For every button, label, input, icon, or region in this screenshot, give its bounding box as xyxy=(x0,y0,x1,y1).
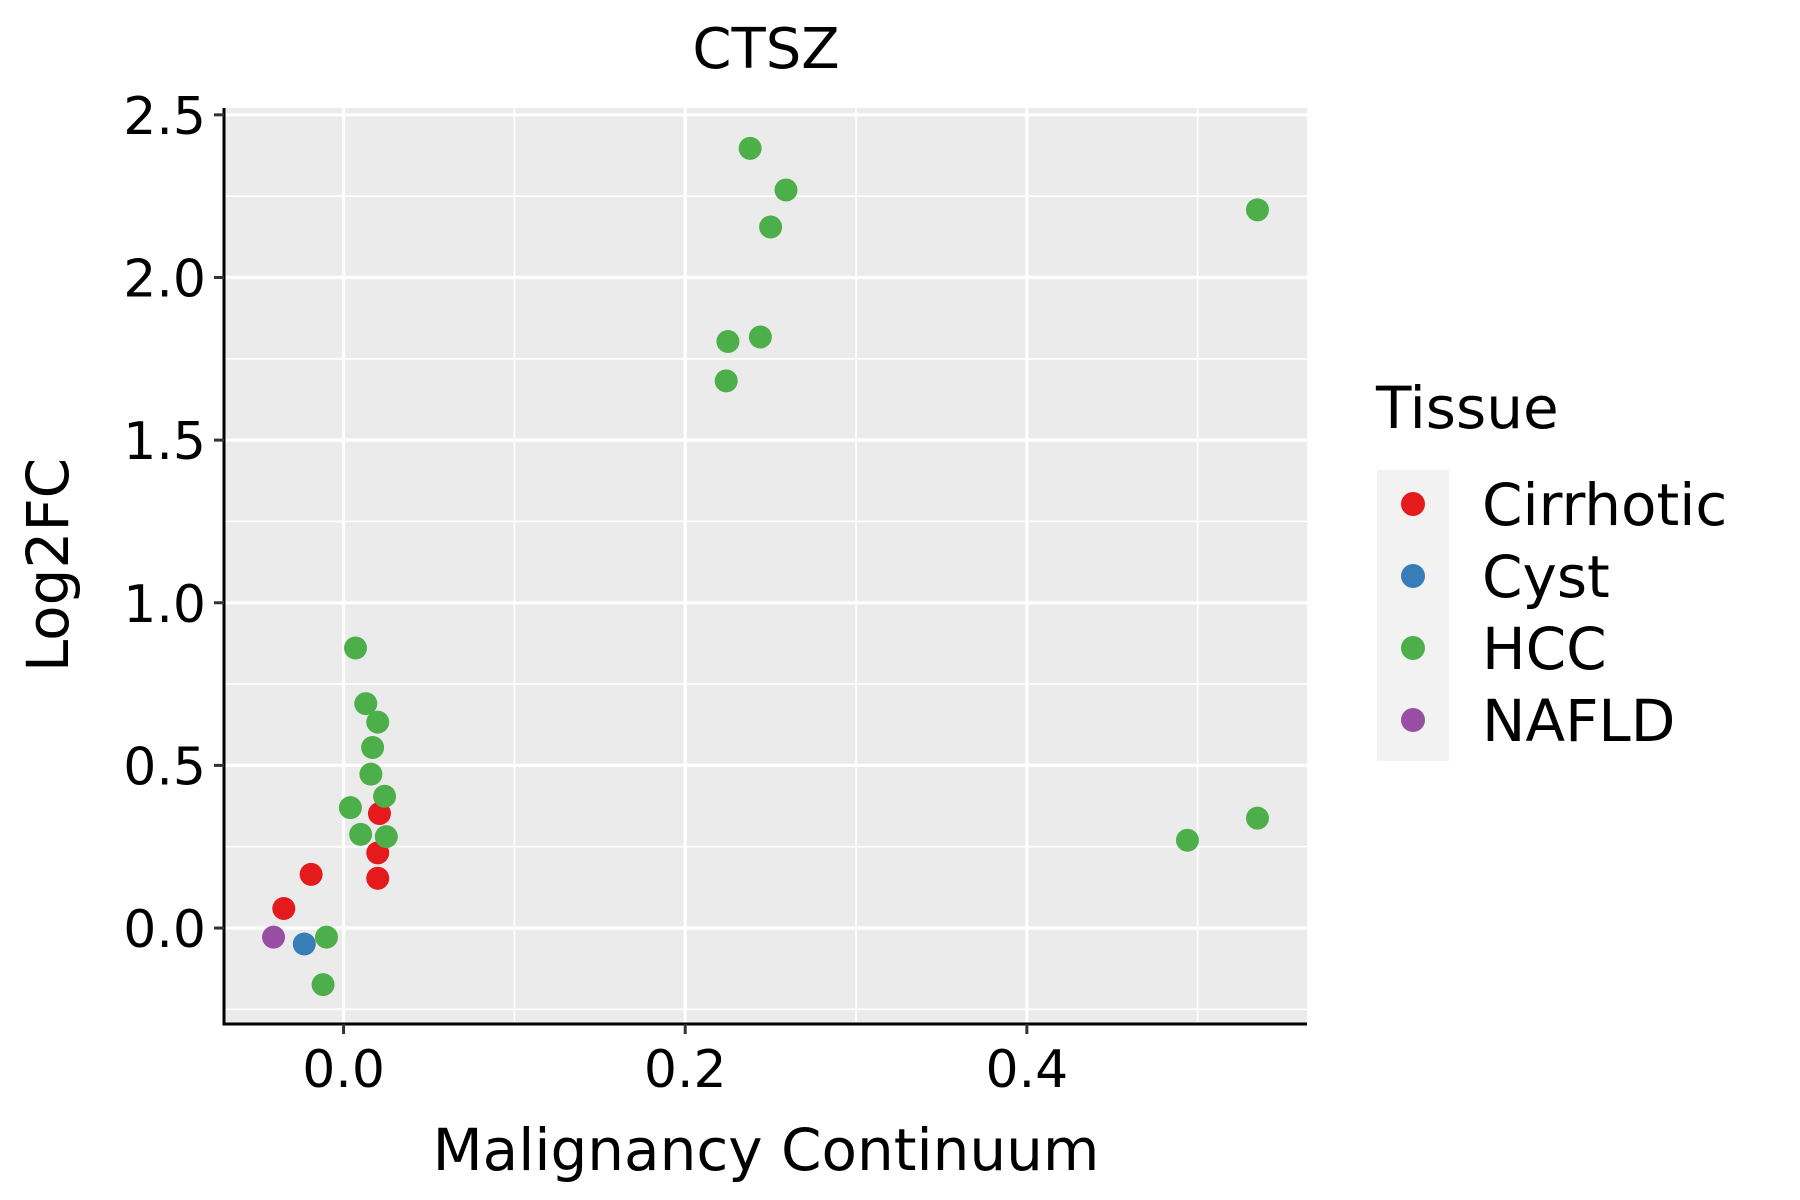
data-point-hcc xyxy=(373,784,397,808)
legend-key-cyst xyxy=(1401,564,1425,588)
x-axis-ticks: 0.0 0.2 0.4 xyxy=(302,1024,1068,1100)
data-point-hcc xyxy=(361,736,385,760)
data-point-hcc xyxy=(354,692,378,716)
minor-gridlines xyxy=(224,108,1307,1024)
data-point-cyst xyxy=(292,932,316,956)
data-point-hcc xyxy=(344,636,368,660)
major-gridlines xyxy=(224,108,1307,1024)
legend-title: Tissue xyxy=(1375,374,1559,442)
data-point-cirrhotic xyxy=(299,862,323,886)
data-point-hcc xyxy=(374,825,398,849)
data-point-nafld xyxy=(262,925,286,949)
y-tick-label: 2.0 xyxy=(123,249,206,309)
data-point-hcc xyxy=(366,710,390,734)
data-point-hcc xyxy=(714,369,738,393)
y-tick-label: 1.0 xyxy=(123,575,206,635)
data-point-hcc xyxy=(716,330,740,354)
data-point-hcc xyxy=(1175,828,1199,852)
data-point-cirrhotic xyxy=(367,802,391,826)
data-point-hcc xyxy=(1245,198,1269,222)
data-points xyxy=(262,136,1269,997)
x-tick-label: 0.4 xyxy=(986,1040,1069,1100)
legend-key-cirrhotic xyxy=(1401,492,1425,516)
data-point-hcc xyxy=(311,973,335,997)
y-tick-label: 0.0 xyxy=(123,900,206,960)
x-tick-label: 0.2 xyxy=(644,1040,727,1100)
x-tick-label: 0.0 xyxy=(302,1040,385,1100)
legend-label-cirrhotic: Cirrhotic xyxy=(1482,471,1727,539)
data-point-hcc xyxy=(338,796,362,820)
x-axis-title: Malignancy Continuum xyxy=(433,1116,1100,1184)
legend-label-nafld: NAFLD xyxy=(1482,687,1675,755)
y-tick-label: 2.5 xyxy=(123,87,206,147)
y-tick-label: 0.5 xyxy=(123,737,206,797)
data-point-cirrhotic xyxy=(272,897,296,921)
legend-label-cyst: Cyst xyxy=(1482,543,1610,611)
data-point-hcc xyxy=(774,178,798,202)
data-point-hcc xyxy=(314,925,338,949)
data-point-hcc xyxy=(359,762,383,786)
data-point-hcc xyxy=(759,215,783,239)
data-point-hcc xyxy=(1245,806,1269,830)
data-point-hcc xyxy=(738,136,762,160)
legend-key-hcc xyxy=(1401,636,1425,660)
legend-label-hcc: HCC xyxy=(1482,615,1607,683)
y-axis-title: Log2FC xyxy=(14,458,82,672)
data-point-hcc xyxy=(349,822,373,846)
y-axis-ticks: 0.0 0.5 1.0 1.5 2.0 2.5 xyxy=(123,87,224,960)
chart-title: CTSZ xyxy=(692,17,839,82)
data-point-cirrhotic xyxy=(366,866,390,890)
legend-key-nafld xyxy=(1401,708,1425,732)
plot-panel xyxy=(224,108,1307,1024)
y-tick-label: 1.5 xyxy=(123,412,206,472)
data-point-hcc xyxy=(748,325,772,349)
